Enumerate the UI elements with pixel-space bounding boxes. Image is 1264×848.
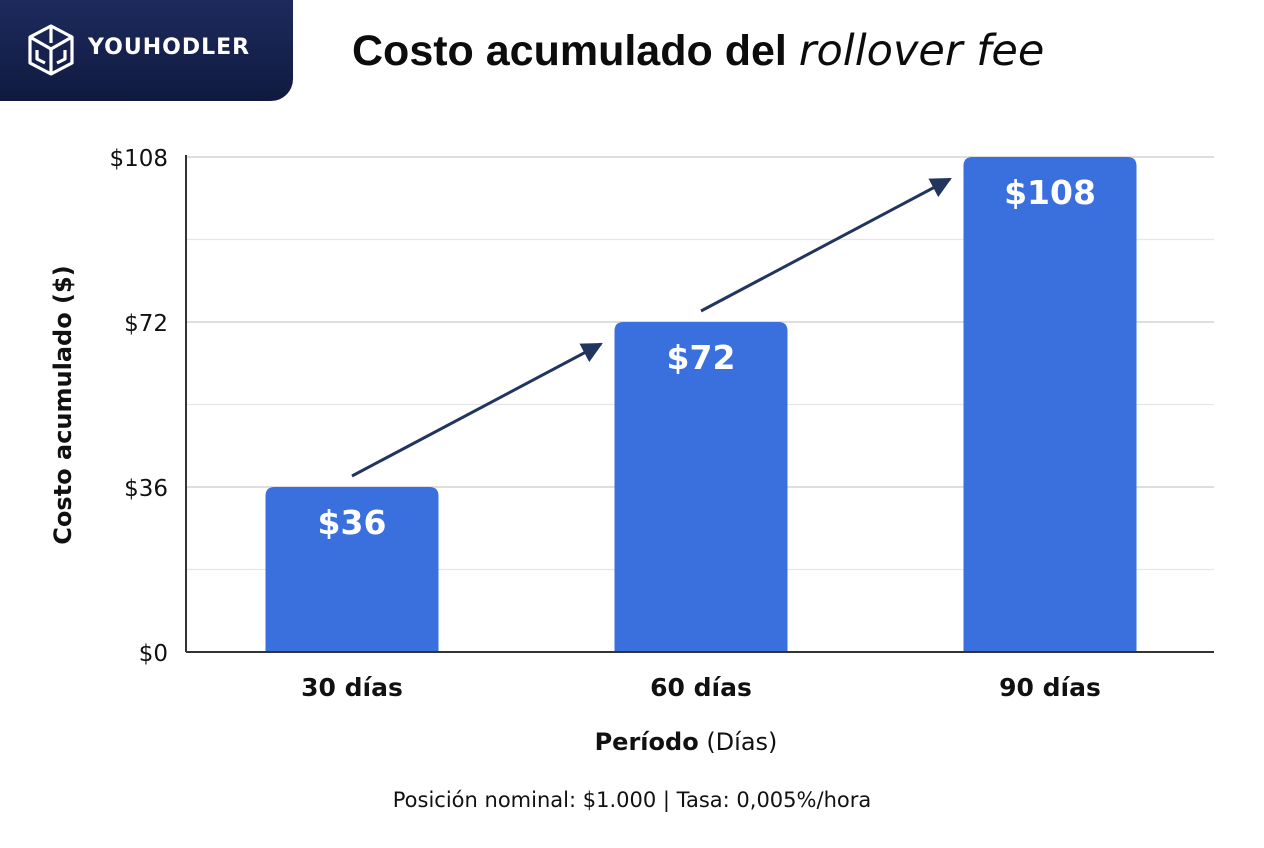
- bar-data-label: $36: [318, 503, 387, 542]
- x-axis-label-bold: Período: [594, 728, 699, 756]
- labels-layer: $0 $36 $72 $108 $36 30 días $72 60 días $108 90 d…: [109, 146, 1100, 702]
- bars-layer: [265, 157, 1137, 652]
- y-tick-label: $36: [124, 476, 168, 502]
- y-axis-label: Costo acumulado ($): [49, 265, 77, 545]
- y-tick-label: $72: [124, 311, 168, 337]
- youhodler-cube-logo-icon: [28, 24, 74, 76]
- chart-title-main: Costo acumulado del: [352, 27, 799, 75]
- x-tick-label: 90 días: [999, 673, 1101, 702]
- chart-title: Costo acumulado del rollover fee: [352, 26, 1044, 76]
- y-tick-label: $0: [139, 641, 168, 667]
- bar: [614, 322, 788, 652]
- chart-title-italic: rollover fee: [798, 26, 1045, 76]
- axis-layer: [185, 155, 1214, 653]
- y-tick-label: $108: [109, 146, 168, 172]
- brand-badge: YOUHODLER: [0, 0, 293, 101]
- trend-arrow: [351, 342, 603, 478]
- brand-name: YOUHODLER: [88, 35, 251, 60]
- trend-arrow: [700, 177, 952, 313]
- bar: [963, 157, 1137, 652]
- bar-data-label: $72: [667, 338, 736, 377]
- x-tick-label: 30 días: [301, 673, 403, 702]
- x-axis-label-rest: (Días): [698, 728, 778, 756]
- footnote: Posición nominal: $1.000 | Tasa: 0,005%/…: [392, 788, 872, 812]
- x-tick-label: 60 días: [650, 673, 752, 702]
- trend-arrows-layer: [351, 177, 952, 478]
- bar-data-label: $108: [1004, 173, 1096, 212]
- x-axis-label: Período (Días): [0, 728, 1264, 756]
- bar: [265, 487, 439, 652]
